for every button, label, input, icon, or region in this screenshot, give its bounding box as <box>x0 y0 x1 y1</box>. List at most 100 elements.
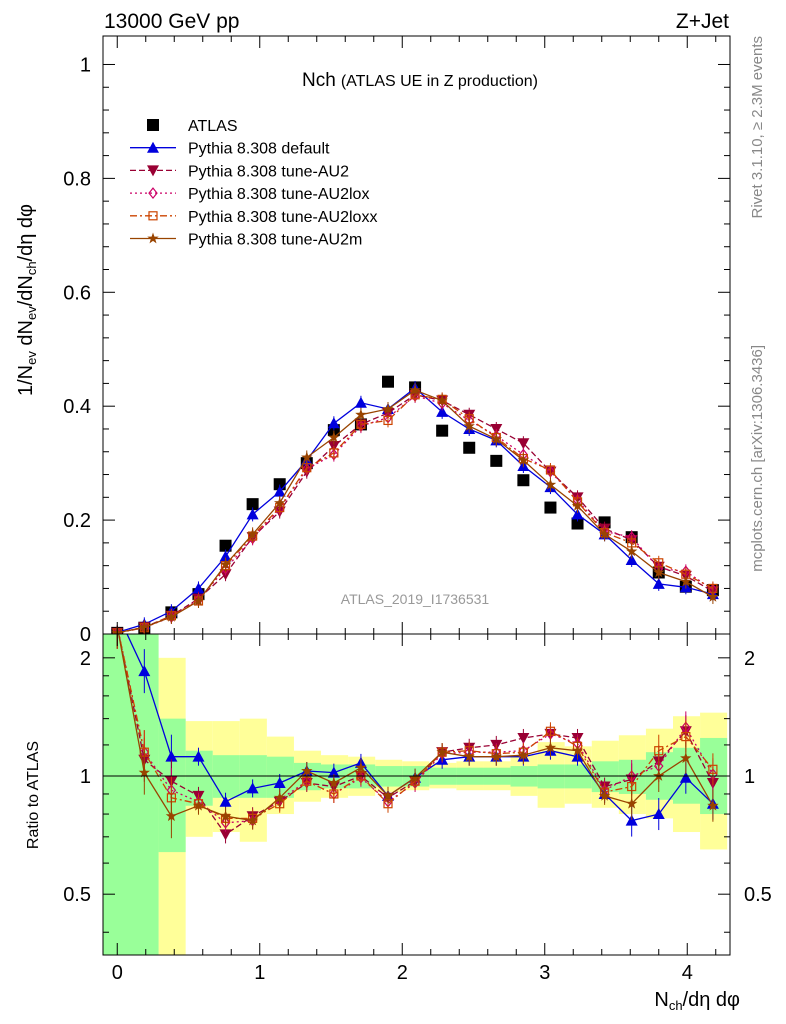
ratio-point <box>273 776 286 788</box>
data-point <box>436 424 449 437</box>
data-point <box>517 454 530 466</box>
ratio-y-axis-label: Ratio to ATLAS <box>25 741 42 849</box>
header-right: Z+Jet <box>676 10 729 33</box>
y-tick-label: 0.4 <box>63 396 91 418</box>
uncertainty-band-green <box>103 634 132 955</box>
legend-marker <box>147 232 159 244</box>
legend-entry: Pythia 8.308 tune-AU2loxx <box>130 209 377 226</box>
rivet-version-label: Rivet 3.1.10, ≥ 2.3M events <box>749 36 766 219</box>
legend-marker <box>147 141 159 153</box>
data-point <box>653 566 665 578</box>
data-point <box>192 595 205 606</box>
legend-label: Pythia 8.308 tune-AU2lox <box>188 186 369 203</box>
data-point <box>138 621 150 632</box>
ratio-point <box>625 814 638 826</box>
data-point <box>652 577 665 589</box>
data-point <box>571 499 584 511</box>
data-point <box>544 478 557 490</box>
title-main: Nch <box>302 70 336 91</box>
ratio-point <box>654 746 664 756</box>
legend-entry: Pythia 8.308 tune-AU2m <box>130 232 362 249</box>
y-tick-label: 0.2 <box>63 510 91 532</box>
ratio-point <box>246 782 259 794</box>
x-tick-label: 2 <box>397 962 408 984</box>
ratio-point <box>517 749 530 760</box>
data-point <box>327 417 340 429</box>
legend: ATLAS Pythia 8.308 default Pythia 8.308 tu… <box>130 118 377 249</box>
data-point <box>329 448 339 458</box>
ratio-point <box>111 607 123 618</box>
data-point <box>274 497 286 508</box>
data-point <box>571 508 584 520</box>
ratio-point <box>165 750 178 762</box>
ratio-point <box>571 744 584 756</box>
ratio-point <box>220 816 231 829</box>
legend-entry: ATLAS <box>147 118 238 135</box>
ratio-point <box>192 799 205 811</box>
data-point <box>625 553 638 565</box>
legend-entry: Pythia 8.308 tune-AU2 <box>130 163 349 180</box>
ratio-point <box>219 795 232 807</box>
legend-marker <box>147 119 159 131</box>
title-sub: (ATLAS UE in Z production) <box>341 73 538 90</box>
ratio-plot-frame <box>102 633 731 956</box>
uncertainty-band-green <box>131 634 159 955</box>
data-point <box>383 415 393 426</box>
ratio-point <box>517 732 530 744</box>
header-left: 13000 GeV pp <box>104 10 239 33</box>
ratio-point <box>463 750 475 762</box>
data-point <box>490 433 502 445</box>
legend-label: ATLAS <box>188 118 238 135</box>
main-plot-title: Nch (ATLAS UE in Z production) <box>302 70 538 91</box>
ratio-point <box>138 665 151 677</box>
data-point <box>219 550 232 562</box>
legend-entry: Pythia 8.308 default <box>130 141 330 158</box>
watermark: ATLAS_2019_I1736531 <box>341 591 490 607</box>
ratio-point <box>192 750 205 762</box>
ratio-y-tick-label-right: 2 <box>744 648 755 670</box>
data-point <box>382 375 394 388</box>
ratio-point <box>409 771 421 783</box>
y-axis-label: 1/Nev dNev/dNch/dη dφ <box>15 204 39 396</box>
ratio-point <box>382 789 394 801</box>
ratio-point <box>598 789 611 801</box>
ratio-point <box>544 741 557 753</box>
ratio-point <box>301 765 313 776</box>
mcplots-label: mcplots.cern.ch [arXiv:1306.3436] <box>749 345 766 572</box>
ratio-point <box>680 752 692 764</box>
ratio-point <box>679 771 692 783</box>
ratio-point <box>545 726 556 736</box>
data-point <box>626 545 638 557</box>
data-point <box>219 539 232 552</box>
legend-label: Pythia 8.308 tune-AU2 <box>188 163 349 180</box>
data-point <box>571 517 584 530</box>
ratio-point <box>653 770 665 781</box>
legend-label: Pythia 8.308 default <box>188 141 330 158</box>
ratio-point <box>165 810 178 822</box>
data-point <box>355 408 367 420</box>
uncertainty-band-green <box>266 756 294 798</box>
x-tick-label: 3 <box>539 962 550 984</box>
main-plot-panel: 0 0.2 0.4 0.6 0.8 1 Nch (ATLAS UE in Z product… <box>15 35 731 646</box>
y-tick-label: 0 <box>80 624 91 646</box>
y-tick-label: 0.8 <box>63 168 91 190</box>
ratio-y-tick-label-right: 1 <box>744 766 755 788</box>
data-point <box>707 591 719 602</box>
data-point <box>517 474 530 487</box>
data-point <box>436 394 448 406</box>
data-point <box>246 528 259 540</box>
series-5 <box>111 383 719 634</box>
data-point <box>165 610 178 622</box>
data-point <box>544 501 557 514</box>
data-point <box>246 508 259 520</box>
data-point <box>490 454 503 467</box>
legend-marker <box>148 211 158 221</box>
data-point <box>409 384 421 396</box>
x-axis-label: Nch/dη dφ <box>654 989 740 1013</box>
ratio-point <box>490 750 502 762</box>
legend-marker <box>147 165 159 177</box>
data-point <box>545 465 556 475</box>
ratio-plot-panel: 0.5 0.5 1 1 2 2 0 1 2 3 4 Ratio to ATLAS Nch/dη d… <box>25 607 772 1013</box>
data-point <box>598 528 611 540</box>
